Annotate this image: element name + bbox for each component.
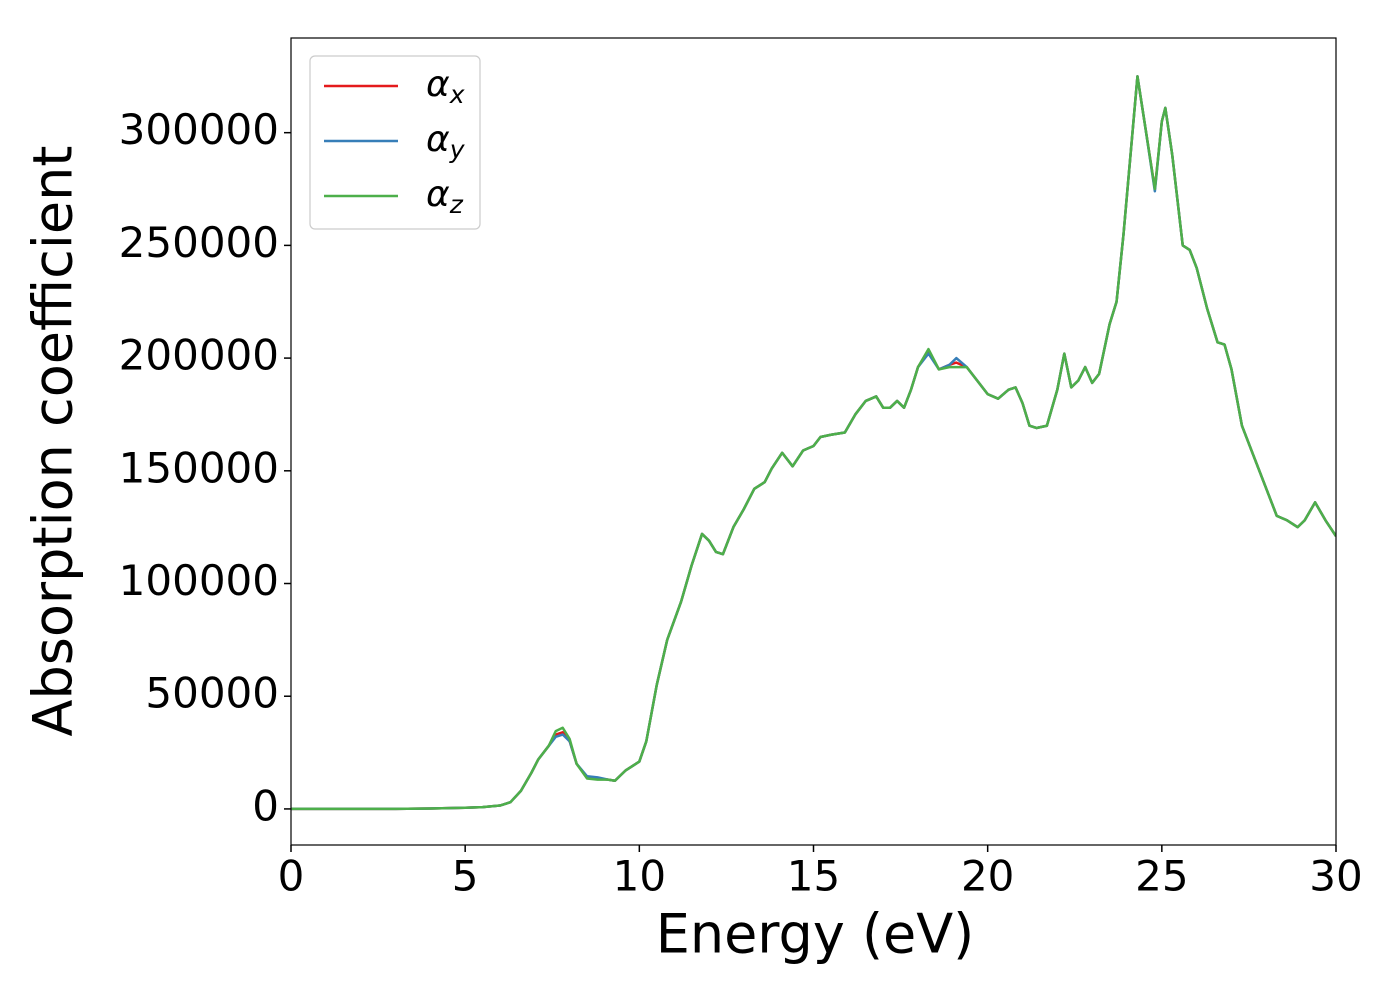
legend-label: αz xyxy=(426,174,464,219)
x-tick-label: 5 xyxy=(452,852,479,901)
y-tick-label: 0 xyxy=(252,781,279,830)
x-tick-label: 10 xyxy=(613,852,666,901)
y-tick-label: 50000 xyxy=(145,669,279,718)
x-axis-label: Energy (eV) xyxy=(656,903,975,966)
y-tick-label: 250000 xyxy=(119,218,279,267)
y-axis-label: Absorption coefficient xyxy=(22,146,85,737)
y-tick-label: 200000 xyxy=(119,331,279,380)
series-line xyxy=(291,75,1336,811)
x-tick-label: 30 xyxy=(1309,852,1362,901)
x-tick-label: 0 xyxy=(278,852,305,901)
y-tick-label: 100000 xyxy=(119,556,279,605)
x-tick-label: 20 xyxy=(961,852,1014,901)
plot-frame xyxy=(290,37,1337,846)
y-tick-label: 300000 xyxy=(119,105,279,154)
legend-label: αy xyxy=(426,119,466,164)
x-tick-label: 25 xyxy=(1135,852,1188,901)
plot-area xyxy=(291,75,1336,811)
x-tick-label: 15 xyxy=(787,852,840,901)
legend-label: αx xyxy=(426,64,465,109)
legend-box xyxy=(309,55,481,230)
y-tick-label: 150000 xyxy=(119,443,279,492)
